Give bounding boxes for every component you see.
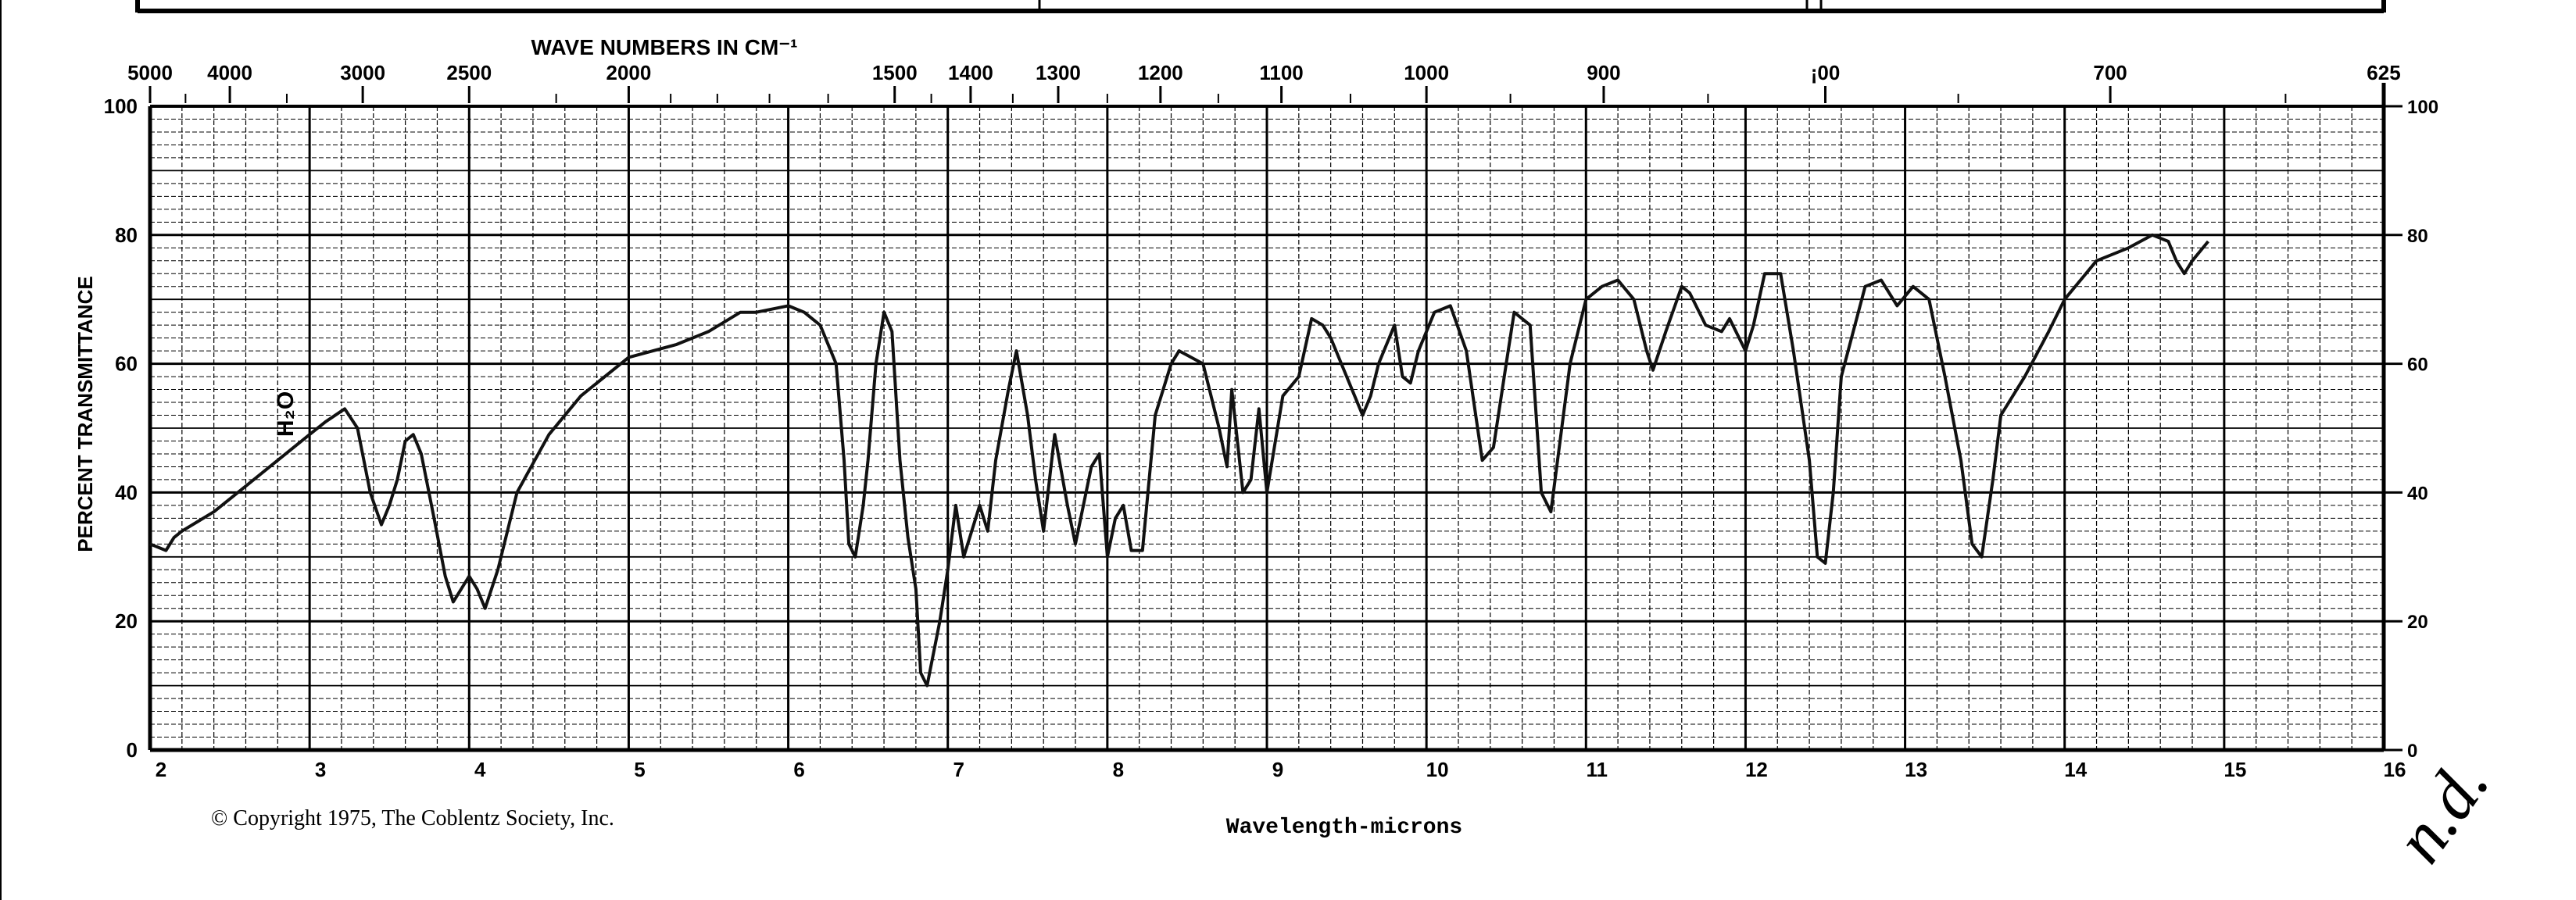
y-tick-label-left: 40 <box>115 480 138 504</box>
top-tick-label: 2000 <box>606 61 652 84</box>
top-axis-title: WAVE NUMBERS IN CM⁻¹ <box>531 35 798 59</box>
x-tick-label: 11 <box>1587 758 1608 781</box>
top-tick-label: 625 <box>2367 61 2400 84</box>
tick-labels: 2 3 4 5 6 7 8 9 10 11 12 13 14 15 16020406080100020406… <box>104 95 2438 781</box>
axes <box>148 83 2386 752</box>
x-tick-label: 7 <box>953 758 964 781</box>
top-tick-label: 4000 <box>207 61 252 84</box>
y-tick-label-right: 80 <box>2407 226 2428 247</box>
x-tick-label: 5 <box>634 758 645 781</box>
y-tick-label-left: 60 <box>115 352 138 376</box>
y-tick-label-right: 0 <box>2407 741 2417 762</box>
y-tick-label-right: 40 <box>2407 483 2428 504</box>
top-tick-label: 1300 <box>1036 61 1081 84</box>
y-tick-label-left: 0 <box>127 738 138 762</box>
h2o-annotation: H₂O <box>273 391 299 437</box>
top-tick-label: 1500 <box>872 61 918 84</box>
y-axis-title: PERCENT TRANSMITTANCE <box>73 276 97 552</box>
top-tick-label: 5000 <box>127 61 173 84</box>
y-tick-label-left: 100 <box>104 95 138 118</box>
top-wavenumber-ticks: 5000 4000 3000 2500 2000 1500 1400 1300 1200 1100… <box>127 61 2401 103</box>
x-tick-label: 4 <box>474 758 486 781</box>
y-tick-label-right: 100 <box>2407 97 2438 118</box>
top-tick-label: 1000 <box>1404 61 1449 84</box>
top-tick-label: 900 <box>1587 61 1620 84</box>
x-tick-label: 9 <box>1272 758 1283 781</box>
x-tick-label: 10 <box>1426 758 1449 781</box>
top-tick-label: 1100 <box>1259 61 1303 84</box>
x-tick-label: 16 <box>2384 758 2406 781</box>
spectrum-line <box>149 233 2209 688</box>
x-tick-label: 2 <box>156 758 166 781</box>
y-tick-label-right: 20 <box>2407 612 2428 633</box>
top-frame <box>0 0 2386 900</box>
y-tick-label-left: 80 <box>115 223 138 247</box>
top-tick-label: 1200 <box>1138 61 1183 84</box>
copyright-text: © Copyright 1975, The Coblentz Society, … <box>211 806 614 830</box>
top-tick-label: 3000 <box>340 61 385 84</box>
y-tick-label-right: 60 <box>2407 355 2428 376</box>
x-tick-label: 15 <box>2224 758 2246 781</box>
grid-lines <box>148 105 2385 752</box>
top-tick-label: 700 <box>2093 61 2127 84</box>
x-tick-label: 3 <box>315 758 326 781</box>
x-tick-label: 8 <box>1113 758 1124 781</box>
top-tick-label: 1400 <box>948 61 993 84</box>
y-tick-label-left: 20 <box>115 609 138 633</box>
top-tick-label: 2500 <box>446 61 492 84</box>
x-tick-label: 6 <box>793 758 804 781</box>
top-tick-label: ¡00 <box>1811 61 1841 84</box>
x-tick-label: 14 <box>2064 758 2087 781</box>
x-tick-label: 13 <box>1905 758 1927 781</box>
x-tick-label: 12 <box>1745 758 1768 781</box>
x-axis-title: Wavelength-microns <box>1226 816 1462 840</box>
